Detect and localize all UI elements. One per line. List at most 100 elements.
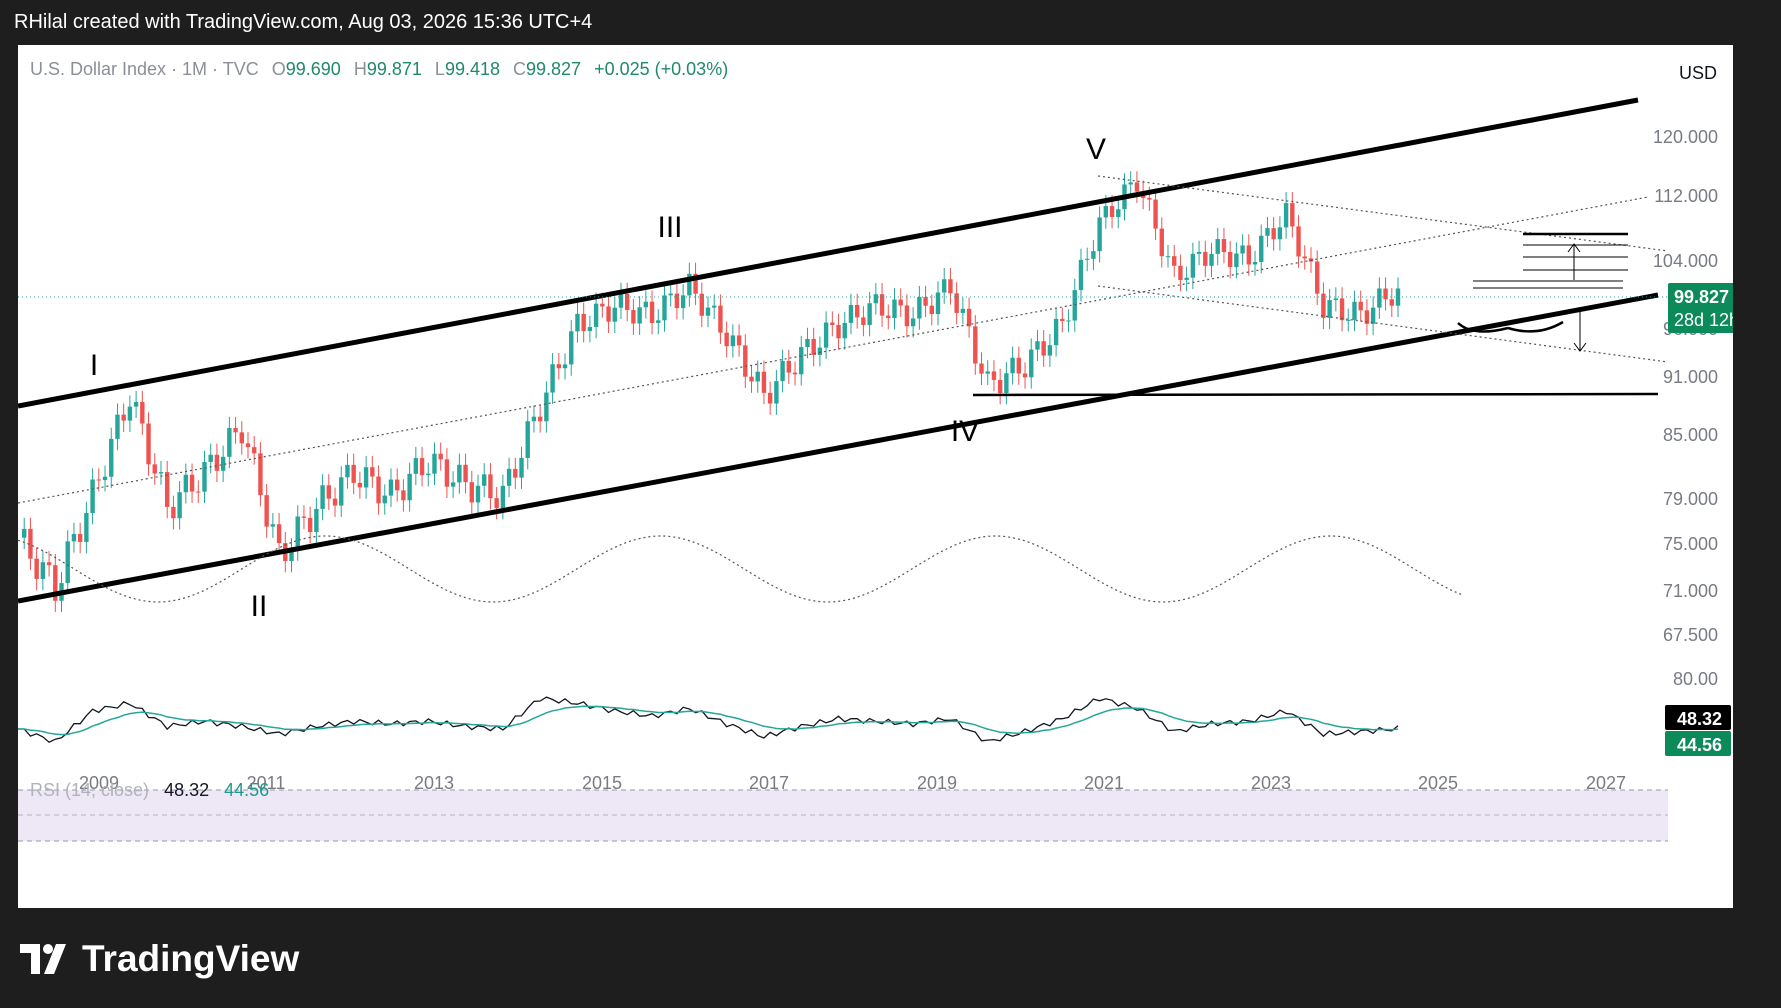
candle-body[interactable]	[339, 477, 344, 506]
candle-body[interactable]	[307, 517, 313, 533]
candle-body[interactable]	[177, 492, 182, 519]
candle-body[interactable]	[1165, 256, 1171, 258]
candle-body[interactable]	[1041, 341, 1046, 356]
candle-body[interactable]	[102, 476, 108, 481]
candle-body[interactable]	[892, 299, 897, 319]
candle-body[interactable]	[712, 305, 717, 308]
candle-body[interactable]	[1227, 252, 1233, 268]
candle-body[interactable]	[600, 303, 605, 307]
candle-body[interactable]	[320, 485, 325, 509]
candle-body[interactable]	[1004, 373, 1009, 394]
candle-body[interactable]	[438, 453, 443, 460]
candle-body[interactable]	[823, 322, 829, 348]
candle-body[interactable]	[680, 295, 686, 309]
price-chart[interactable]: I II III IV V 120.000 112.000 104.000 96…	[18, 45, 1733, 908]
candle-body[interactable]	[158, 472, 164, 474]
candle-body[interactable]	[1302, 256, 1307, 259]
candle-body[interactable]	[886, 315, 891, 319]
candle-body[interactable]	[96, 479, 102, 481]
candle-body[interactable]	[109, 438, 114, 477]
candle-body[interactable]	[494, 498, 499, 509]
candle-body[interactable]	[469, 482, 474, 503]
candle-body[interactable]	[245, 443, 251, 448]
candle-body[interactable]	[637, 307, 642, 324]
candle-body[interactable]	[929, 305, 934, 315]
candle-body[interactable]	[233, 428, 238, 433]
candle-body[interactable]	[1072, 290, 1077, 321]
candle-body[interactable]	[482, 474, 487, 486]
candle-body[interactable]	[463, 464, 468, 483]
candle-body[interactable]	[960, 308, 966, 313]
candle-body[interactable]	[1259, 235, 1264, 262]
candle-body[interactable]	[799, 347, 804, 375]
candle-body[interactable]	[1314, 261, 1320, 294]
candle-body[interactable]	[531, 416, 537, 422]
candle-body[interactable]	[693, 273, 698, 294]
candle-body[interactable]	[332, 498, 338, 506]
tradingview-logo[interactable]: TradingView	[20, 938, 299, 980]
candle-body[interactable]	[214, 454, 220, 471]
candle-body[interactable]	[842, 322, 847, 339]
candle-body[interactable]	[1147, 197, 1152, 200]
candle-body[interactable]	[1333, 298, 1339, 301]
candle-body[interactable]	[1029, 349, 1034, 378]
candle-body[interactable]	[730, 335, 736, 347]
candle-body[interactable]	[1078, 259, 1084, 291]
candle-body[interactable]	[53, 565, 58, 601]
candle-body[interactable]	[624, 293, 630, 311]
candle-body[interactable]	[276, 524, 282, 544]
candle-body[interactable]	[171, 506, 176, 519]
candle-body[interactable]	[755, 371, 760, 382]
candle-body[interactable]	[295, 516, 300, 550]
candle-body[interactable]	[1172, 256, 1177, 266]
candle-body[interactable]	[898, 299, 903, 306]
channel-lower-line[interactable]	[18, 292, 1659, 604]
candle-body[interactable]	[743, 345, 748, 377]
candle-body[interactable]	[1389, 299, 1394, 306]
candle-body[interactable]	[519, 457, 524, 478]
candle-body[interactable]	[923, 297, 928, 306]
candle-body[interactable]	[1377, 288, 1382, 308]
candle-body[interactable]	[196, 491, 201, 493]
candle-body[interactable]	[133, 402, 139, 407]
candle-body[interactable]	[1066, 320, 1071, 322]
candle-body[interactable]	[556, 364, 562, 369]
candle-body[interactable]	[1047, 345, 1053, 356]
candle-body[interactable]	[1097, 217, 1102, 252]
candle-body[interactable]	[1321, 293, 1326, 318]
candle-body[interactable]	[1116, 209, 1121, 217]
candle-body[interactable]	[146, 423, 151, 465]
candle-body[interactable]	[593, 303, 599, 327]
horizontal-support-line[interactable]	[972, 392, 1659, 397]
candle-body[interactable]	[1128, 182, 1133, 185]
candle-body[interactable]	[1352, 301, 1357, 320]
candle-body[interactable]	[1290, 203, 1295, 227]
candle-body[interactable]	[1215, 239, 1220, 254]
candle-body[interactable]	[264, 495, 269, 527]
candle-body[interactable]	[183, 474, 189, 493]
candle-body[interactable]	[407, 473, 412, 501]
candle-body[interactable]	[954, 293, 959, 313]
candle-body[interactable]	[140, 402, 145, 424]
candle-body[interactable]	[1091, 251, 1096, 259]
candle-body[interactable]	[121, 414, 126, 421]
candle-body[interactable]	[1184, 277, 1189, 280]
candle-body[interactable]	[736, 335, 742, 346]
candle-body[interactable]	[1053, 318, 1059, 346]
candle-body[interactable]	[289, 549, 294, 561]
candle-body[interactable]	[500, 485, 506, 509]
candle-body[interactable]	[28, 528, 33, 559]
rsi-ma-line[interactable]	[18, 705, 1399, 736]
candle-body[interactable]	[997, 379, 1003, 394]
candle-body[interactable]	[419, 458, 425, 476]
candle-body[interactable]	[34, 558, 39, 579]
candle-body[interactable]	[718, 305, 723, 333]
chart-panel[interactable]: I II III IV V 120.000 112.000 104.000 96…	[18, 45, 1733, 908]
candle-body[interactable]	[1035, 341, 1040, 350]
candle-body[interactable]	[1060, 318, 1065, 322]
candle-body[interactable]	[1109, 206, 1115, 217]
rsi-label[interactable]: RSI (14, close)	[30, 780, 150, 800]
candle-body[interactable]	[656, 320, 661, 323]
candle-body[interactable]	[227, 428, 232, 457]
candle-body[interactable]	[444, 459, 450, 487]
